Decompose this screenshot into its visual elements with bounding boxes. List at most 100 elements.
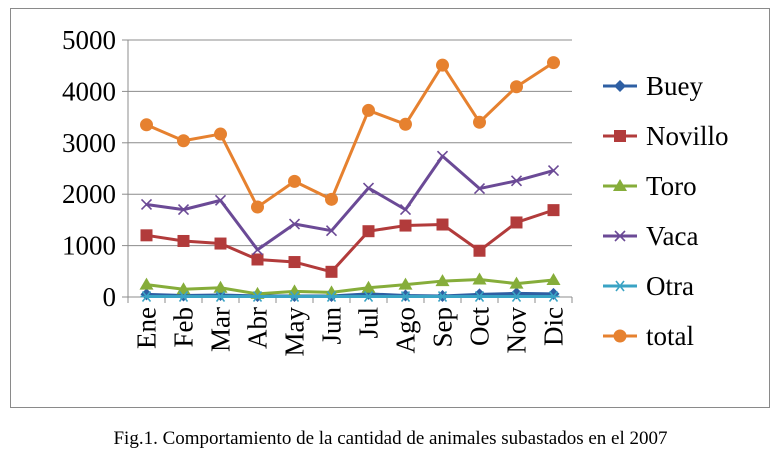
data-point-total — [140, 118, 153, 132]
data-point-toro — [398, 277, 413, 290]
data-point-total — [547, 56, 560, 70]
line-chart: 0 1000 2000 3000 4000 5000 Ene Feb Mar Abr May Jun J… — [62, 25, 729, 357]
legend-entry-total: total — [603, 321, 694, 351]
x-tick-label: Jun — [317, 307, 347, 345]
x-tick-label: Mar — [206, 307, 236, 352]
data-point-vaca — [251, 244, 264, 256]
legend-marker — [614, 130, 626, 142]
data-point-toro — [324, 285, 339, 298]
data-point-total — [362, 103, 375, 117]
y-tick-label: 4000 — [62, 76, 116, 106]
data-point-novillo — [399, 219, 412, 232]
data-point-novillo — [288, 256, 301, 269]
data-point-buey — [547, 287, 560, 300]
data-point-toro — [509, 276, 524, 289]
legend-entry-otra: Otra — [603, 271, 694, 301]
x-tick-label: Ene — [132, 307, 162, 349]
data-point-toro — [213, 280, 228, 293]
y-tick-label: 1000 — [62, 231, 116, 261]
data-point-otra — [177, 290, 190, 302]
x-tick-label: Ago — [391, 307, 421, 354]
data-point-vaca — [177, 204, 190, 216]
series-line-novillo — [146, 208, 554, 274]
data-point-otra — [251, 290, 264, 302]
y-tick-label: 2000 — [62, 179, 116, 209]
data-point-vaca — [436, 150, 449, 162]
legend-marker — [614, 230, 626, 242]
data-point-buey — [140, 288, 153, 301]
data-point-novillo — [510, 216, 523, 229]
data-point-toro — [139, 277, 154, 290]
x-tick-label: Sep — [428, 307, 458, 348]
data-point-vaca — [547, 164, 560, 177]
data-point-vaca — [140, 198, 153, 211]
legend-marker — [614, 80, 626, 92]
data-point-otra — [473, 290, 486, 302]
legend-label: Toro — [646, 171, 697, 201]
x-tick-label: Feb — [169, 307, 199, 348]
y-tick-label: 5000 — [62, 25, 116, 55]
y-tick-label: 3000 — [62, 128, 116, 158]
figure-caption: Fig.1. Comportamiento de la cantidad de … — [113, 428, 668, 449]
x-tick-label: Abr — [243, 307, 273, 349]
x-tick-label: May — [280, 307, 310, 357]
data-point-otra — [399, 290, 412, 302]
legend-label: Novillo — [646, 121, 729, 151]
data-point-total — [177, 134, 190, 148]
chart-frame — [10, 8, 770, 408]
legend-entry-vaca: Vaca — [603, 221, 698, 251]
data-point-total — [399, 117, 412, 131]
legend-marker — [613, 329, 627, 343]
data-point-otra — [214, 290, 227, 302]
data-point-otra — [325, 290, 338, 302]
x-tick-label: Oct — [465, 307, 495, 346]
y-tick-label: 0 — [103, 282, 117, 312]
data-point-otra — [510, 290, 523, 302]
data-point-total — [325, 192, 338, 206]
legend-label: total — [646, 321, 694, 351]
legend-marker — [613, 179, 627, 191]
data-point-otra — [362, 290, 375, 302]
legend-marker — [614, 280, 626, 292]
data-point-total — [436, 58, 449, 72]
data-point-total — [473, 115, 486, 129]
data-point-vaca — [399, 204, 412, 216]
data-point-otra — [288, 290, 301, 302]
data-point-vaca — [362, 182, 375, 194]
data-point-toro — [361, 280, 376, 293]
data-point-otra — [436, 290, 449, 302]
legend-label: Otra — [646, 271, 694, 301]
data-point-novillo — [436, 218, 449, 231]
data-point-total — [288, 174, 301, 188]
data-point-novillo — [547, 204, 560, 217]
data-point-toro — [472, 272, 487, 285]
x-tick-label: Dic — [539, 307, 569, 346]
data-point-novillo — [251, 253, 264, 266]
legend-entry-novillo: Novillo — [603, 121, 729, 151]
data-point-vaca — [473, 182, 486, 195]
data-point-novillo — [214, 237, 227, 250]
series-line-toro — [146, 278, 554, 296]
data-point-buey — [473, 288, 486, 301]
data-point-novillo — [362, 225, 375, 238]
legend-label: Vaca — [646, 221, 698, 251]
data-point-total — [251, 200, 264, 214]
x-tick-label: Jul — [354, 307, 384, 339]
data-point-novillo — [177, 234, 190, 247]
data-point-novillo — [473, 244, 486, 257]
legend-label: Buey — [646, 71, 703, 101]
data-point-vaca — [214, 194, 227, 206]
data-point-vaca — [510, 175, 523, 187]
legend-entry-buey: Buey — [603, 71, 703, 101]
data-point-novillo — [140, 229, 153, 242]
data-point-otra — [547, 290, 560, 302]
data-point-vaca — [288, 218, 301, 230]
x-tick-label: Nov — [502, 307, 532, 354]
series-line-vaca — [146, 154, 554, 252]
data-point-toro — [546, 273, 561, 286]
data-point-total — [214, 127, 227, 141]
legend-entry-toro: Toro — [603, 171, 697, 201]
data-point-toro — [435, 274, 450, 287]
data-point-novillo — [325, 265, 338, 278]
data-point-vaca — [325, 225, 338, 237]
